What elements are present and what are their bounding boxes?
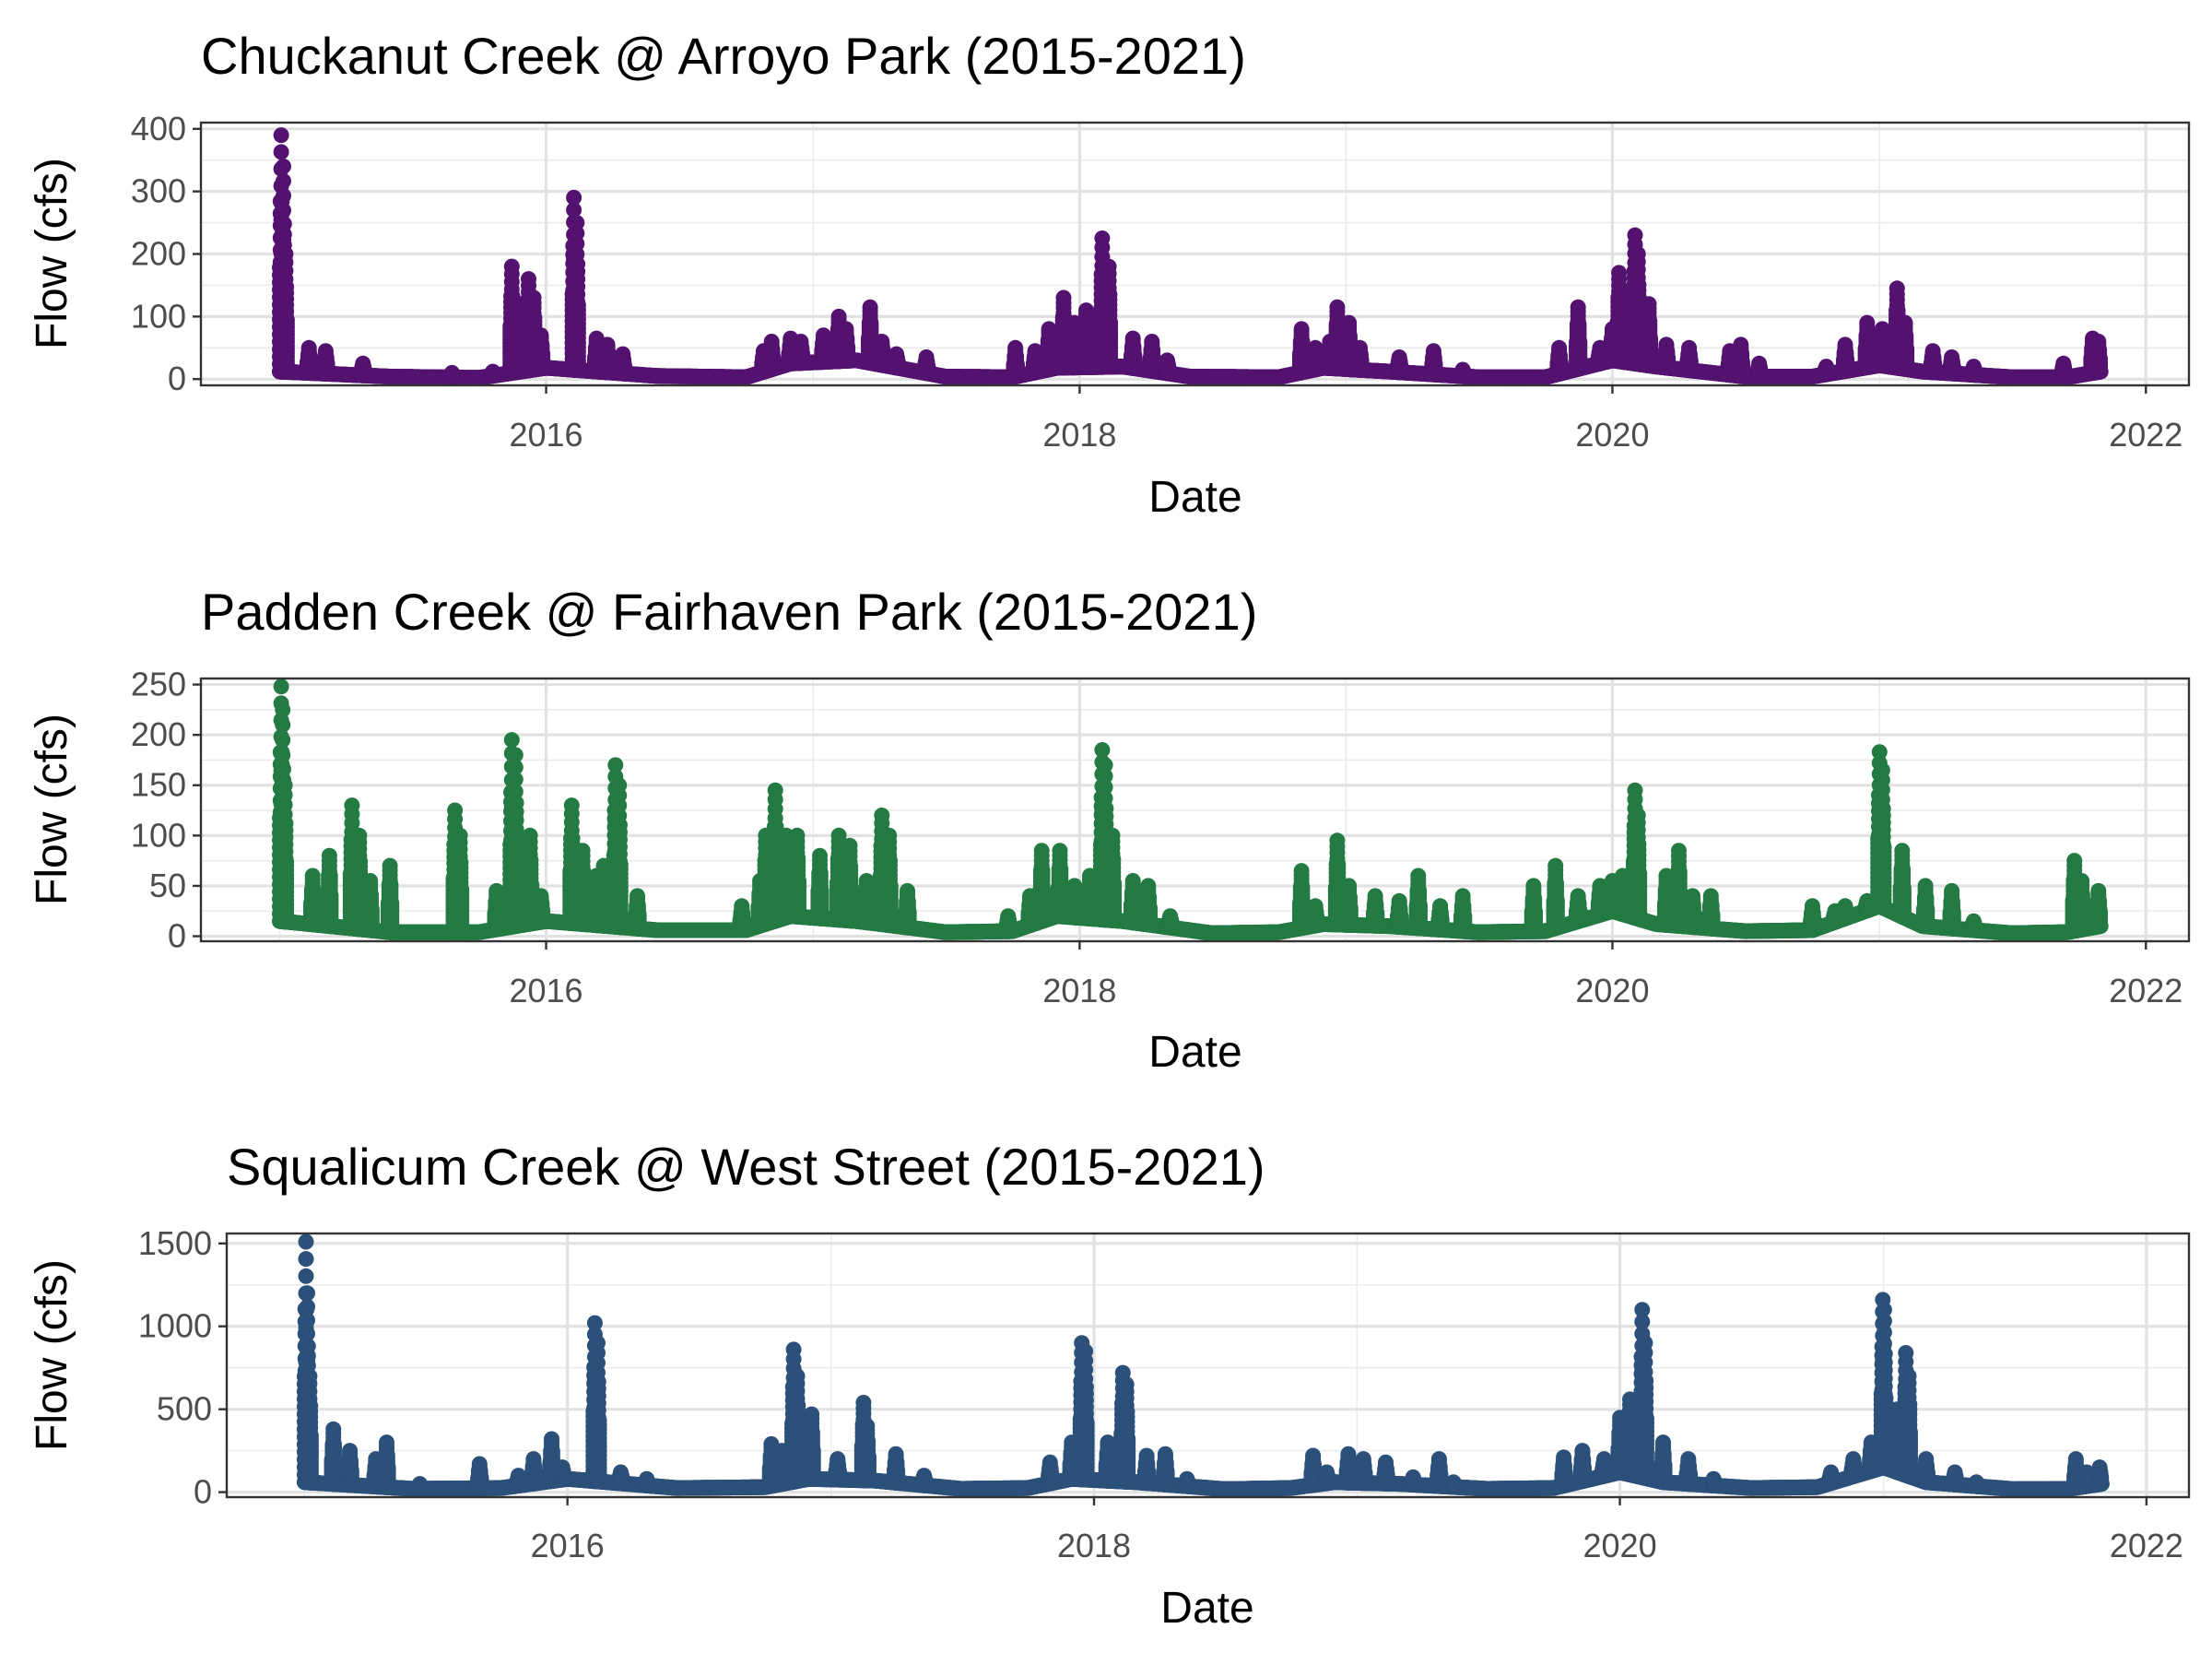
data-point (569, 215, 584, 230)
y-tick-label: 300 (131, 172, 186, 210)
y-tick-label: 0 (168, 360, 186, 397)
data-point (863, 300, 878, 315)
y-axis-title: Flow (cfs) (28, 158, 76, 349)
data-point (535, 346, 550, 361)
data-point (277, 246, 293, 262)
chuckanut-panel: Chuckanut Creek @ Arroyo Park (2015-2021… (28, 27, 2189, 522)
data-point (566, 190, 582, 206)
data-point (526, 310, 542, 325)
data-point (765, 349, 781, 365)
x-tick-label: 2016 (509, 416, 582, 454)
data-point (863, 315, 878, 331)
data-point (357, 362, 372, 378)
y-tick-label: 400 (131, 110, 186, 148)
x-tick-label: 2022 (2109, 416, 2183, 454)
data-point (276, 173, 291, 189)
data-point (526, 290, 542, 306)
x-tick-label: 2020 (1575, 416, 1649, 454)
data-point (570, 256, 585, 272)
y-tick-label: 100 (131, 297, 186, 335)
data-point (320, 356, 335, 372)
data-point (274, 127, 289, 143)
data-point (521, 271, 536, 287)
data-point (276, 188, 291, 204)
data-point (920, 359, 935, 374)
data-point (276, 216, 292, 231)
x-tick-label: 2018 (1042, 416, 1116, 454)
data-point (487, 366, 502, 382)
x-axis-title: Date (1148, 473, 1241, 522)
data-point (276, 203, 291, 218)
data-point (276, 159, 291, 174)
data-point (302, 354, 318, 370)
data-point (504, 259, 520, 275)
data-point (279, 313, 295, 328)
data-point (274, 144, 289, 159)
y-tick-label: 200 (131, 235, 186, 273)
data-point (1009, 356, 1025, 372)
data-point (617, 357, 632, 372)
data-point (890, 354, 906, 370)
data-point (1056, 290, 1072, 306)
data-point (571, 298, 586, 313)
data-point (446, 368, 462, 384)
chart-title: Chuckanut Creek @ Arroyo Park (2015-2021… (201, 27, 1246, 85)
data-point (278, 279, 294, 295)
data-point (794, 346, 810, 361)
data-point (840, 339, 855, 355)
